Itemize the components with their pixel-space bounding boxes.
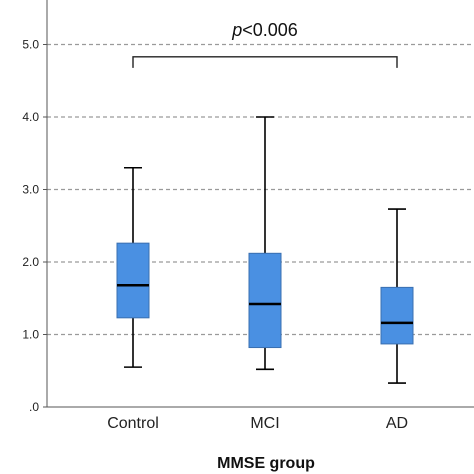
box-series bbox=[116, 116, 414, 384]
significance-bracket bbox=[132, 56, 398, 68]
iqr-box bbox=[380, 286, 414, 345]
x-axis-title: MMSE group bbox=[217, 455, 315, 472]
y-tick-label-3: 3.0 bbox=[22, 183, 39, 197]
iqr-box bbox=[248, 252, 282, 349]
y-tick-label-0: .0 bbox=[29, 400, 39, 414]
box-mci bbox=[248, 116, 282, 371]
y-tick-label-1: 1.0 bbox=[22, 328, 39, 342]
p-value-text: <0.006 bbox=[242, 20, 298, 40]
y-tick-label-4: 4.0 bbox=[22, 110, 39, 124]
p-symbol: p bbox=[231, 20, 242, 40]
bracket-line bbox=[132, 56, 398, 68]
box-control bbox=[116, 166, 150, 368]
significance-label: p<0.006 bbox=[231, 20, 298, 40]
y-tick-label-2: 2.0 bbox=[22, 255, 39, 269]
iqr-box bbox=[116, 242, 150, 319]
x-category-mci: MCI bbox=[250, 415, 279, 432]
y-axis-ticks: .0 1.0 2.0 3.0 4.0 5.0 bbox=[22, 38, 47, 414]
y-tick-label-5: 5.0 bbox=[22, 38, 39, 52]
x-category-control: Control bbox=[107, 415, 159, 432]
x-axis-categories: Control MCI AD bbox=[107, 415, 408, 432]
box-ad bbox=[380, 208, 414, 384]
x-category-ad: AD bbox=[386, 415, 408, 432]
